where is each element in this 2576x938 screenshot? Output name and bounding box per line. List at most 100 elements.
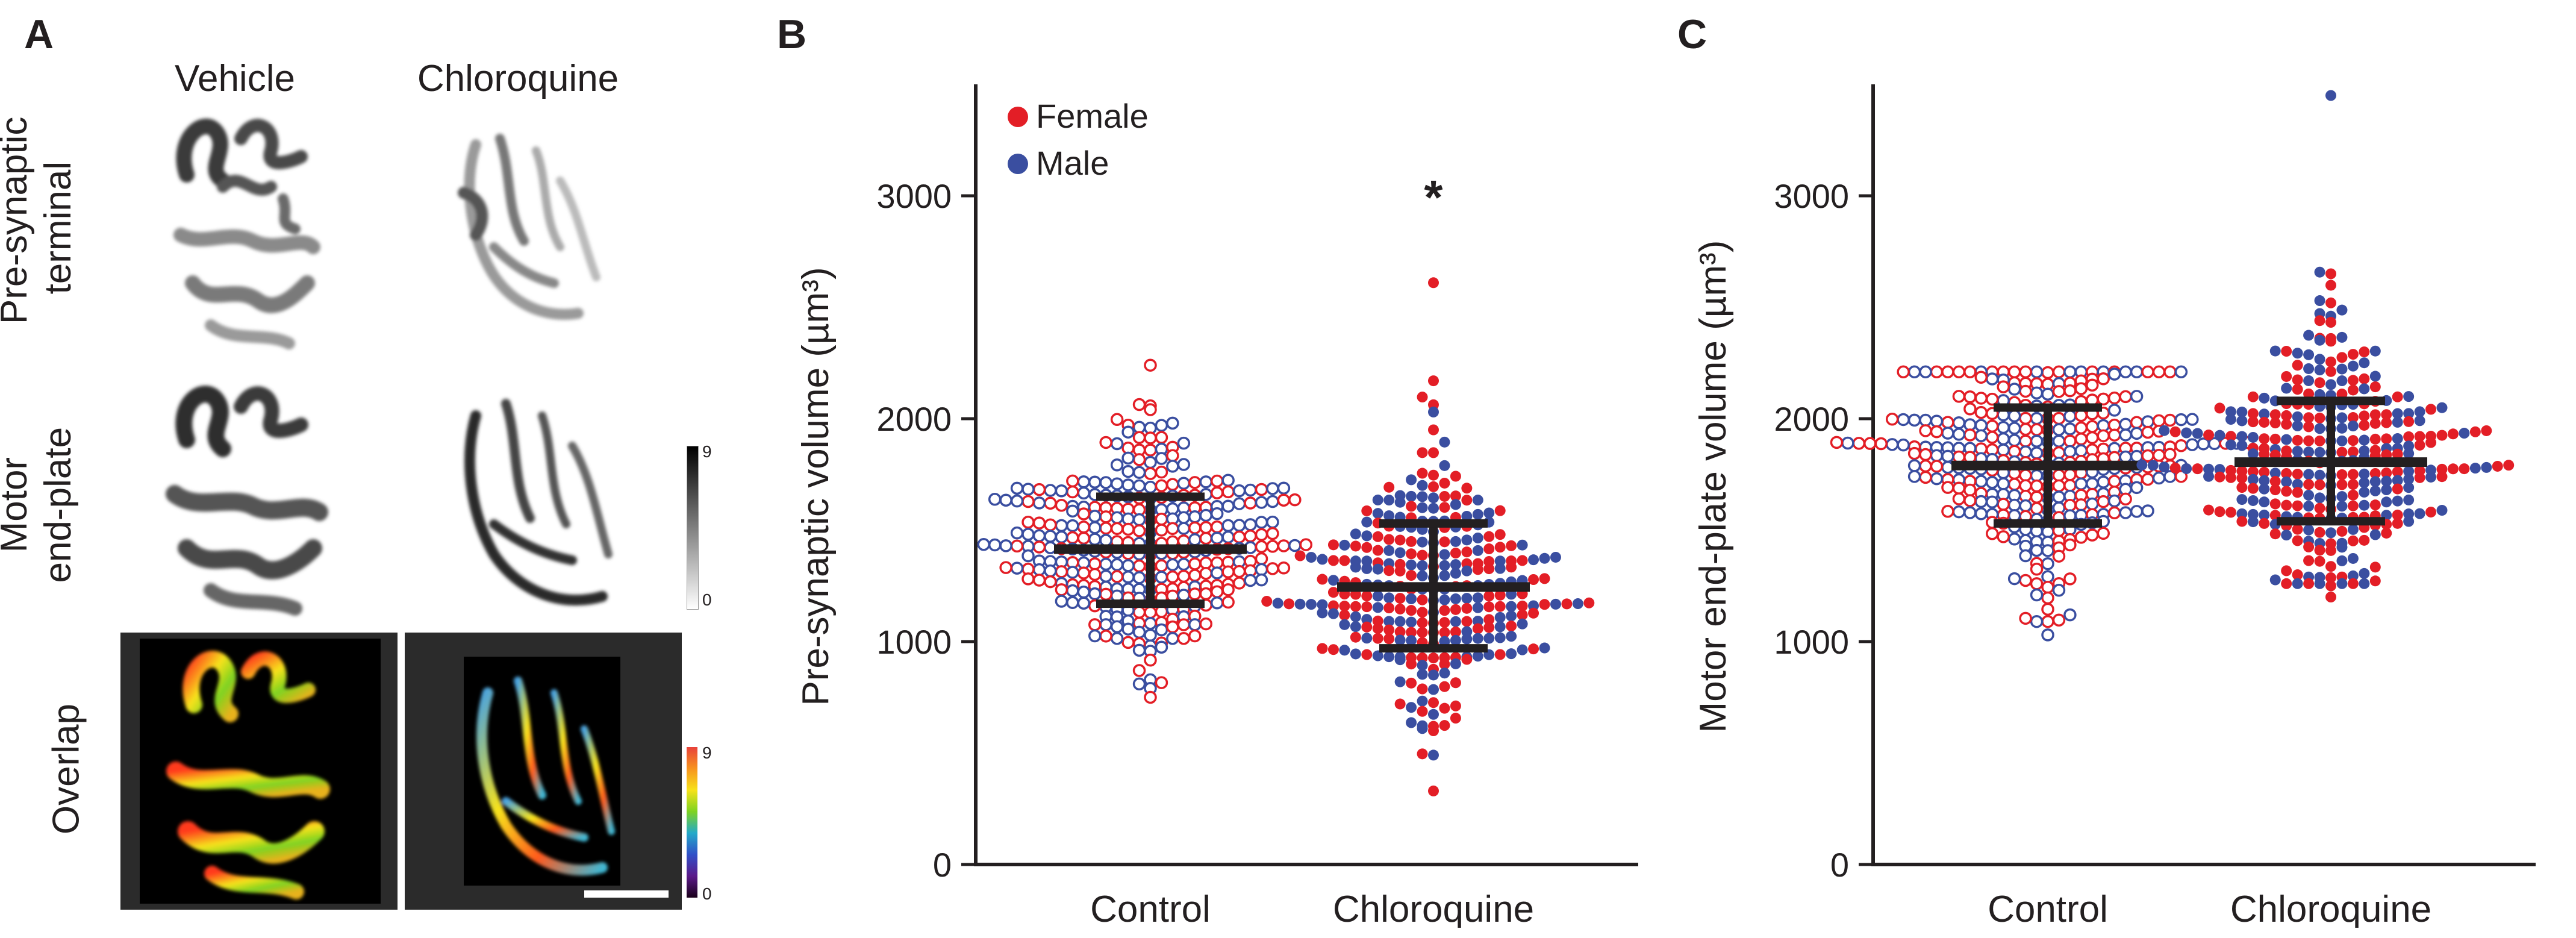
data-point-male [2381, 475, 2392, 487]
data-point-male [1255, 563, 1268, 577]
data-point-male [2403, 466, 2415, 477]
data-point-male [2041, 557, 2054, 571]
data-point-male [1572, 598, 1583, 610]
data-point-male [1077, 475, 1091, 489]
data-point-female [1361, 590, 1373, 602]
data-point-male [2136, 459, 2148, 471]
data-point-male [2347, 524, 2359, 535]
data-point-male [1952, 428, 1966, 441]
data-point-female [2347, 435, 2359, 446]
data-point-female [1277, 493, 1291, 507]
data-point-female [1417, 447, 1428, 458]
data-point-male [2292, 411, 2303, 422]
data-point-male [1177, 589, 1191, 602]
data-point-female [1144, 358, 1157, 372]
data-point-female [2336, 525, 2348, 537]
data-point-male [1144, 480, 1157, 494]
data-point-female [2347, 446, 2359, 458]
data-point-female [1155, 676, 1168, 689]
data-point-female [1021, 495, 1035, 508]
data-point-male [2186, 438, 2199, 451]
data-point-male [1132, 479, 1146, 493]
data-point-female [2303, 435, 2315, 446]
data-point-male [1121, 622, 1135, 636]
row-label-motor-end-plate: Motor end-plate [0, 408, 80, 601]
data-point-female [1010, 539, 1024, 553]
data-point-female [2007, 478, 2021, 491]
data-point-female [1986, 431, 1999, 444]
data-point-male [2347, 421, 2359, 432]
data-point-female [1439, 702, 1450, 714]
data-point-female [1166, 620, 1179, 634]
data-point-male [1439, 668, 1450, 679]
data-point-male [1010, 561, 1024, 575]
row-label-motor-line1: Motor [0, 457, 35, 553]
data-point-female [1952, 492, 1966, 505]
data-point-female [2292, 434, 2303, 446]
data-point-female [2414, 439, 2425, 451]
data-point-male [2030, 434, 2044, 448]
data-point-female [1232, 530, 1246, 544]
data-point-male [2236, 406, 2248, 417]
data-point-male [1974, 475, 1988, 488]
data-point-male [1210, 596, 1224, 610]
data-point-female [1394, 593, 1406, 604]
data-point-male [1306, 552, 1317, 563]
data-point-female [2403, 416, 2415, 427]
data-point-female [2392, 483, 2403, 495]
data-point-male [1110, 458, 1124, 472]
data-point-female [1210, 585, 1224, 598]
data-point-female [2281, 467, 2292, 479]
data-point-female [1327, 555, 1339, 566]
data-point-female [2325, 356, 2336, 367]
data-point-male [1506, 601, 1517, 612]
data-point-female [1406, 627, 1417, 638]
data-point-male [999, 539, 1012, 552]
data-point-female [1974, 392, 1988, 405]
data-point-male [2041, 544, 2054, 557]
data-point-female [2007, 365, 2021, 379]
data-point-female [1099, 510, 1112, 524]
data-point-male [2247, 495, 2259, 506]
data-point-male [1472, 545, 1483, 556]
data-point-female [1517, 600, 1528, 611]
data-point-male [2414, 406, 2425, 417]
data-point-female [1283, 598, 1295, 610]
data-point-male [1132, 677, 1146, 691]
data-point-male [2336, 363, 2348, 375]
data-point-male [1088, 510, 1102, 523]
data-point-male [1317, 607, 1328, 619]
data-point-female [2269, 417, 2281, 429]
data-point-female [1350, 601, 1361, 612]
data-point-female [1561, 598, 1573, 610]
data-point-male [988, 492, 1002, 506]
data-point-male [1472, 495, 1483, 506]
data-point-male [1121, 451, 1135, 465]
data-point-female [1952, 481, 1966, 495]
data-point-male [2414, 415, 2425, 427]
data-point-male [1483, 633, 1495, 644]
data-point-male [1394, 616, 1406, 627]
data-point-male [2247, 448, 2259, 460]
data-point-male [2019, 445, 2032, 458]
data-point-male [2236, 415, 2248, 427]
data-point-female [2052, 411, 2066, 425]
data-point-female [2030, 423, 2044, 436]
data-point-female [1144, 690, 1157, 704]
data-point-male [2052, 423, 2066, 436]
data-point-female [1406, 501, 1417, 512]
data-point-female [1417, 627, 1428, 638]
data-point-male [1099, 534, 1112, 547]
data-point-female [2292, 487, 2303, 498]
data-point-male [2325, 527, 2336, 539]
data-point-female [1986, 419, 1999, 433]
data-point-male [2314, 295, 2325, 307]
data-point-male [1166, 460, 1179, 473]
data-point-male [1361, 614, 1373, 625]
data-point-male [1417, 560, 1428, 571]
data-point-female [1188, 587, 1202, 601]
data-point-male [2336, 491, 2348, 502]
data-point-female [2019, 574, 2032, 587]
data-point-female [2281, 410, 2292, 421]
data-point-male [988, 538, 1002, 552]
